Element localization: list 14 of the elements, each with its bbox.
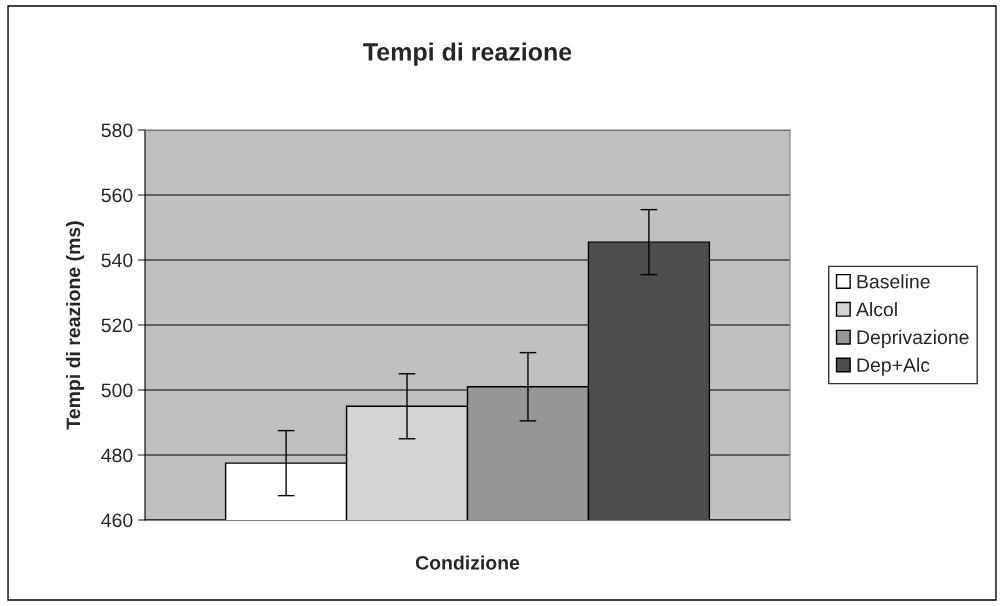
legend-label: Baseline <box>857 274 930 289</box>
legend-label: Alcol <box>856 302 897 317</box>
y-tick-label: 540 <box>101 253 133 268</box>
y-tick-label: 460 <box>101 513 133 528</box>
y-tick-label: 500 <box>101 383 133 398</box>
legend-label: Dep+Alc <box>857 357 930 376</box>
y-tick-label: 520 <box>101 318 133 333</box>
legend-label: Deprivazione <box>857 329 969 348</box>
y-axis-title: Tempi di reazione (ms) <box>65 221 85 430</box>
y-tick-label: 560 <box>101 188 133 203</box>
x-axis-title: Condizione <box>415 555 520 570</box>
y-tick-label: 480 <box>101 448 133 463</box>
y-tick-label: 580 <box>101 123 133 138</box>
chart-title: Tempi di reazione <box>363 42 572 66</box>
